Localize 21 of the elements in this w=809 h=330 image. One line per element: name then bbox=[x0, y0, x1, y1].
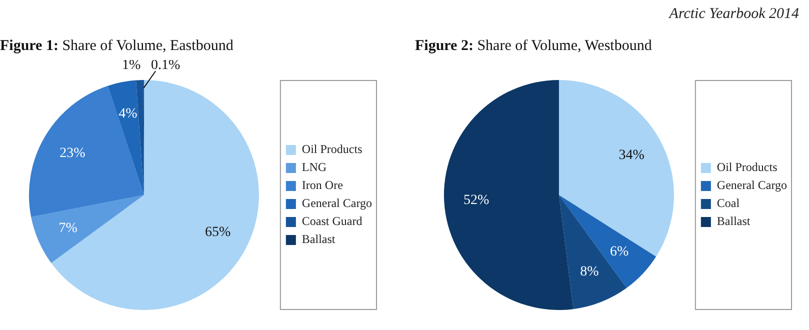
legend-label: General Cargo bbox=[716, 178, 788, 192]
legend-label: Oil Products bbox=[716, 160, 778, 174]
data-label: 4% bbox=[118, 106, 138, 122]
legend-label: Coast Guard bbox=[302, 214, 362, 228]
legend-label: General Cargo bbox=[302, 196, 372, 210]
data-label: 7% bbox=[58, 220, 78, 236]
legend-label: Iron Ore bbox=[302, 178, 343, 192]
data-label: 65% bbox=[204, 225, 231, 240]
chart-title: Figure 1: Share of Volume, Eastbound bbox=[0, 38, 234, 54]
legend-label: Oil Products bbox=[302, 142, 363, 156]
data-label: 8% bbox=[580, 264, 600, 280]
legend-label: LNG bbox=[302, 160, 327, 174]
data-label: 34% bbox=[618, 148, 645, 163]
legend-label: Ballast bbox=[302, 232, 336, 246]
legend-label: Coal bbox=[716, 196, 740, 210]
data-label: 23% bbox=[60, 146, 86, 161]
chart-title: Figure 2: Share of Volume, Westbound bbox=[415, 38, 653, 56]
text: Arctic Yearbook 2014 bbox=[669, 6, 799, 23]
data-label: 52% bbox=[463, 192, 490, 208]
legend-label: Ballast bbox=[716, 214, 751, 228]
data-label: 6% bbox=[610, 244, 629, 260]
